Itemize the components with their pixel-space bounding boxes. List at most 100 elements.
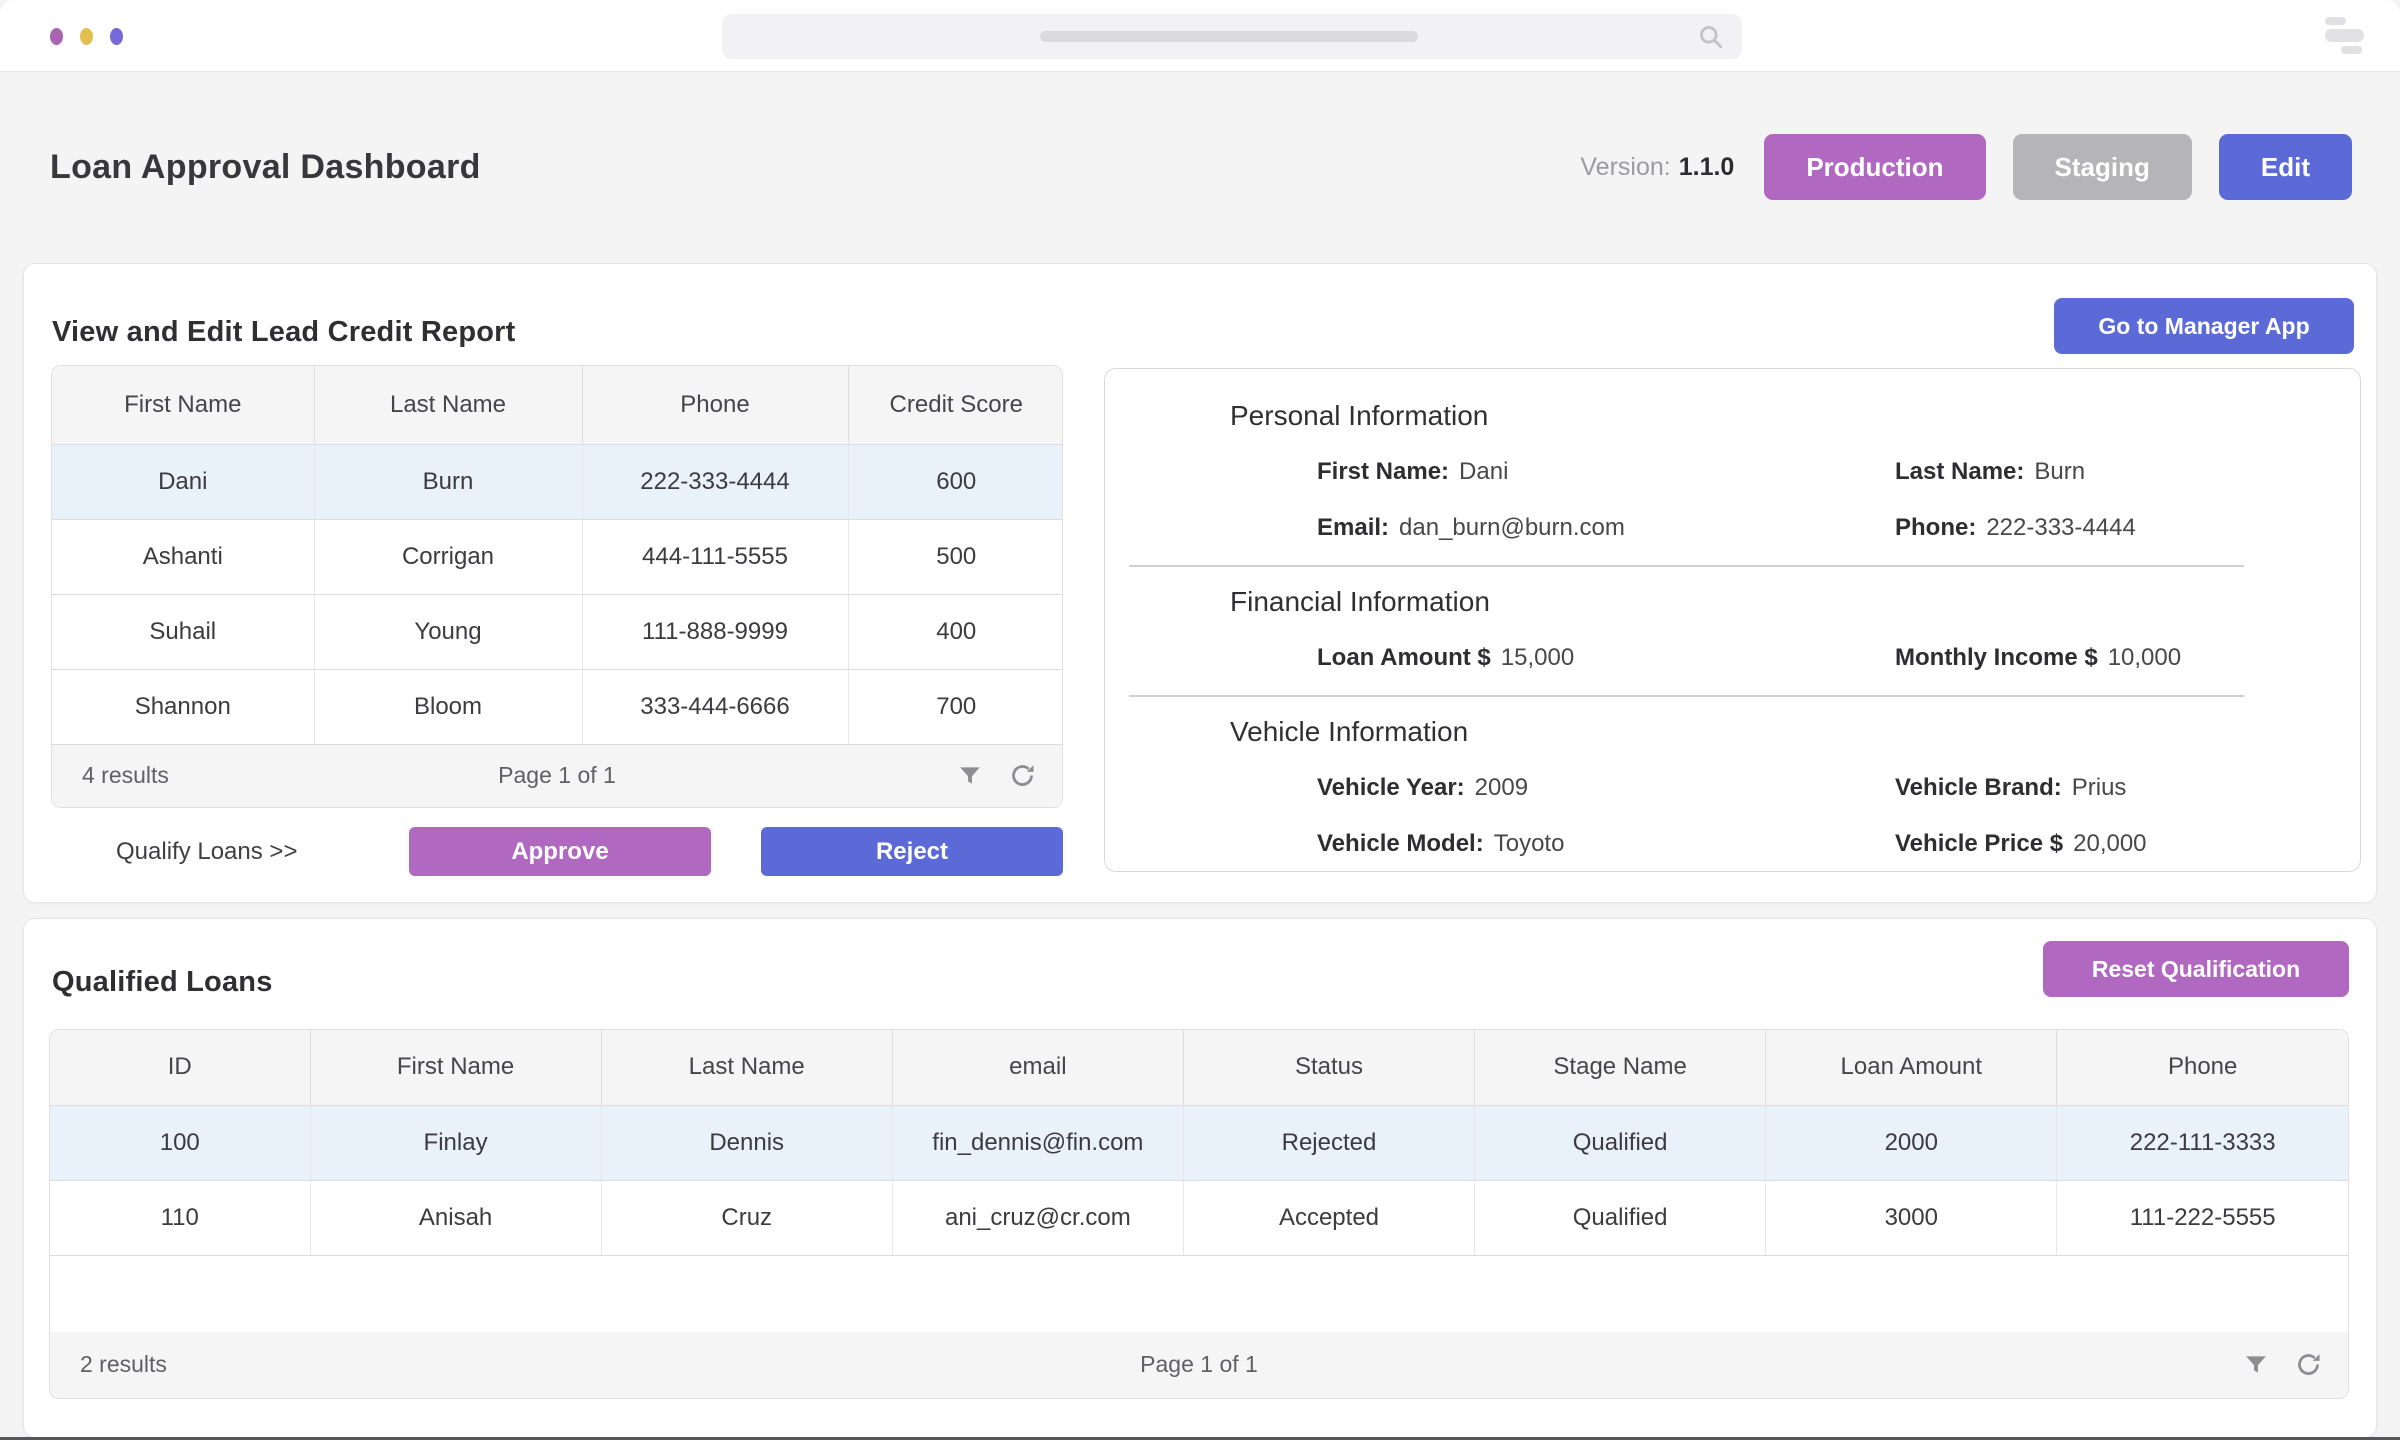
field-label: Vehicle Price $	[1895, 830, 2064, 857]
column-header: Credit Score	[848, 366, 1062, 445]
results-count: 4 results	[82, 762, 169, 788]
field: Vehicle Year: 2009	[1317, 773, 1895, 803]
field-value: 2009	[1474, 774, 1529, 801]
column-header: First Name	[52, 366, 315, 445]
staging-button[interactable]: Staging	[2012, 134, 2192, 200]
column-header: Status	[1183, 1030, 1476, 1106]
field-label: Phone:	[1895, 514, 1977, 541]
table-cell: 333-444-6666	[582, 669, 849, 745]
go-to-manager-app-button[interactable]: Go to Manager App	[2054, 298, 2354, 354]
environment-buttons: Production Staging Edit	[1764, 134, 2352, 200]
stacked-bars-icon[interactable]	[2320, 13, 2366, 59]
column-header: ID	[50, 1030, 311, 1106]
column-header: email	[892, 1030, 1184, 1106]
qualify-loans-label: Qualify Loans >>	[116, 837, 298, 865]
table-cell: Qualified	[1474, 1180, 1767, 1256]
refresh-icon[interactable]	[1009, 762, 1036, 789]
table-cell: Accepted	[1183, 1180, 1476, 1256]
lead-credit-report-card: View and Edit Lead Credit Report Go to M…	[23, 263, 2377, 903]
page-indicator: Page 1 of 1	[498, 762, 616, 788]
magnifier-icon[interactable]	[1697, 23, 1724, 55]
field: Vehicle Model: Toyoto	[1317, 829, 1895, 859]
table-cell: 700	[848, 669, 1062, 745]
data-table: First Name Last Name Phone Credit Score Dani…	[52, 366, 1062, 745]
table-row[interactable]: 100 Finlay Dennis fin_dennis@fin.com Rejecte…	[50, 1105, 2348, 1181]
table-cell: Anisah	[310, 1180, 602, 1256]
address-search-bar[interactable]	[722, 14, 1742, 59]
field-row: Email: dan_burn@burn.com Phone: 222-333-444…	[1317, 513, 2360, 543]
section-divider	[1129, 695, 2244, 697]
field-value: Prius	[2071, 774, 2127, 801]
field-row: Loan Amount $ 15,000 Monthly Income $ 10,00…	[1317, 643, 2360, 673]
results-count: 2 results	[80, 1351, 167, 1377]
filter-icon[interactable]	[2243, 1352, 2269, 1378]
reject-button[interactable]: Reject	[761, 827, 1063, 876]
section-heading: Vehicle Information	[1230, 716, 1469, 747]
window-dot-2[interactable]	[80, 28, 93, 45]
column-header: Loan Amount	[1765, 1030, 2058, 1106]
approve-button[interactable]: Approve	[409, 827, 711, 876]
field-label: Loan Amount $	[1317, 644, 1491, 671]
table-cell: 444-111-5555	[582, 519, 849, 595]
field-label: Vehicle Year:	[1317, 774, 1465, 801]
field-label: Email:	[1317, 514, 1390, 541]
table-row[interactable]: Ashanti Corrigan 444-111-5555 500	[52, 519, 1062, 595]
version-info: Version: 1.1.0	[1580, 153, 1734, 182]
column-header: Phone	[582, 366, 849, 445]
window-controls	[50, 28, 123, 45]
field-label: Monthly Income $	[1895, 644, 2098, 671]
edit-button[interactable]: Edit	[2218, 134, 2352, 200]
table-cell: Bloom	[314, 669, 583, 745]
field-row: First Name: Dani Last Name: Burn	[1317, 457, 2360, 487]
field: Phone: 222-333-4444	[1895, 513, 2360, 543]
table-cell: 222-111-3333	[2056, 1105, 2348, 1181]
table-header-row: ID First Name Last Name email Status Stage Na…	[50, 1030, 2348, 1106]
table-cell: 100	[50, 1105, 311, 1181]
table-cell: Suhail	[52, 594, 315, 670]
page-header: Loan Approval Dashboard Version: 1.1.0 Pr…	[0, 72, 2400, 262]
column-header: First Name	[310, 1030, 602, 1106]
window-dot-3[interactable]	[110, 28, 123, 45]
table-row[interactable]: 110 Anisah Cruz ani_cruz@cr.com Accepted Qual…	[50, 1180, 2348, 1256]
data-table: ID First Name Last Name email Status Stage Na…	[50, 1030, 2348, 1256]
page-title: Loan Approval Dashboard	[50, 147, 481, 186]
reset-qualification-button[interactable]: Reset Qualification	[2043, 941, 2349, 997]
table-cell: fin_dennis@fin.com	[892, 1105, 1184, 1181]
browser-chrome	[0, 0, 2400, 72]
field: Vehicle Price $ 20,000	[1895, 829, 2360, 859]
column-header: Last Name	[314, 366, 583, 445]
version-value: 1.1.0	[1678, 152, 1735, 181]
field-value: 15,000	[1500, 644, 1575, 671]
field-value: 222-333-4444	[1986, 514, 2136, 541]
production-button[interactable]: Production	[1764, 134, 1986, 200]
field-value: 20,000	[2073, 830, 2147, 857]
table-row[interactable]: Suhail Young 111-888-9999 400	[52, 594, 1062, 670]
table-cell: 600	[848, 444, 1062, 520]
window-dot-1[interactable]	[50, 28, 63, 45]
table-row[interactable]: Shannon Bloom 333-444-6666 700	[52, 669, 1062, 745]
page-indicator: Page 1 of 1	[1140, 1351, 1258, 1377]
table-cell: 500	[848, 519, 1062, 595]
table-cell: Cruz	[601, 1180, 893, 1256]
field-value: Burn	[2034, 458, 2086, 485]
table-cell: Finlay	[310, 1105, 602, 1181]
qualified-loans-table: ID First Name Last Name email Status Stage Na…	[49, 1029, 2349, 1399]
lead-card-title: View and Edit Lead Credit Report	[52, 316, 516, 348]
refresh-icon[interactable]	[2295, 1351, 2322, 1378]
table-cell: Dani	[52, 444, 315, 520]
table-cell: 222-333-4444	[582, 444, 849, 520]
field-value: 10,000	[2107, 644, 2182, 671]
filter-icon[interactable]	[957, 763, 983, 789]
field: Email: dan_burn@burn.com	[1317, 513, 1895, 543]
table-row[interactable]: Dani Burn 222-333-4444 600	[52, 444, 1062, 520]
window-bottom-edge	[0, 1437, 2400, 1440]
section-divider	[1129, 565, 2244, 567]
field-label: Last Name:	[1895, 458, 2025, 485]
field-label: First Name:	[1317, 458, 1450, 485]
lead-detail-panel: Personal Information First Name: Dani Last …	[1104, 368, 2361, 872]
field-label: Vehicle Model:	[1317, 830, 1484, 857]
table-cell: Young	[314, 594, 583, 670]
table-cell: ani_cruz@cr.com	[892, 1180, 1184, 1256]
table-cell: 111-222-5555	[2056, 1180, 2348, 1256]
